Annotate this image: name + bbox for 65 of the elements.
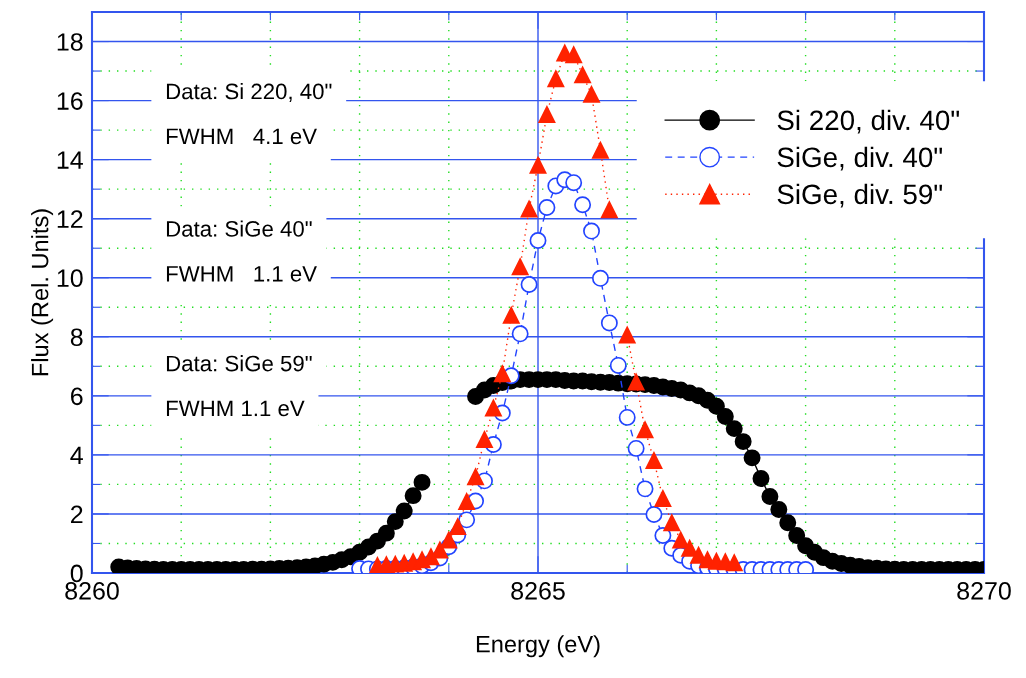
point	[654, 490, 672, 508]
point	[511, 325, 529, 343]
point	[636, 421, 654, 439]
x-tick-label: 8260	[65, 581, 119, 600]
point	[520, 276, 538, 294]
y-tick-label: 4	[70, 446, 83, 464]
y-tick-label: 0	[70, 564, 83, 583]
point	[618, 408, 636, 426]
point	[520, 200, 538, 218]
point	[484, 399, 502, 417]
point	[574, 196, 592, 214]
y-tick-label: 10	[57, 269, 83, 288]
point	[583, 85, 600, 103]
point	[431, 541, 449, 559]
x-tick-label: 8270	[957, 581, 1011, 600]
point	[591, 269, 609, 287]
y-tick-label: 14	[57, 151, 83, 169]
legend-label: Si 220, div. 40"	[777, 109, 959, 134]
annotation: Data: Si 220, 40"	[166, 82, 332, 102]
legend-label: SiGe, div. 59"	[777, 183, 942, 208]
point	[565, 174, 583, 192]
y-tick-label: 8	[70, 328, 83, 347]
point	[467, 468, 485, 486]
point	[565, 46, 583, 64]
x-axis-title: Energy (eV)	[476, 635, 600, 658]
point	[636, 480, 654, 498]
point	[449, 518, 467, 536]
point	[574, 66, 592, 84]
point	[458, 511, 476, 529]
point	[609, 356, 627, 374]
y-tick-label: 18	[57, 33, 83, 51]
point	[654, 527, 672, 544]
point	[645, 506, 663, 524]
point	[618, 326, 636, 344]
point	[476, 431, 493, 449]
annotation: FWHM 4.1 eV	[166, 128, 317, 145]
y-tick-label: 16	[57, 92, 83, 110]
point	[529, 232, 547, 250]
point	[591, 141, 609, 159]
point	[529, 156, 547, 174]
point	[547, 70, 565, 88]
y-axis-title: Flux (Rel. Units)	[31, 209, 54, 376]
annotation: FWHM 1.1 eV	[166, 266, 317, 282]
point	[645, 452, 663, 469]
point	[538, 198, 556, 216]
point	[600, 201, 618, 219]
point	[672, 531, 690, 549]
point	[583, 222, 600, 240]
point	[627, 439, 645, 457]
point	[493, 365, 511, 383]
point	[600, 314, 618, 332]
annotation: FWHM 1.1 eV	[166, 400, 305, 417]
y-tick-label: 12	[57, 210, 83, 228]
annotation: Data: SiGe 59"	[166, 355, 312, 372]
point	[440, 531, 458, 549]
point	[663, 514, 681, 532]
annotation: Data: SiGe 40"	[166, 220, 312, 237]
x-tick-label: 8265	[511, 581, 565, 600]
point	[502, 306, 520, 324]
point	[538, 105, 556, 123]
y-tick-label: 2	[71, 505, 83, 524]
point	[458, 493, 476, 511]
point	[511, 258, 529, 276]
legend-label: SiGe, div. 40"	[777, 146, 942, 171]
y-tick-label: 6	[71, 387, 83, 406]
